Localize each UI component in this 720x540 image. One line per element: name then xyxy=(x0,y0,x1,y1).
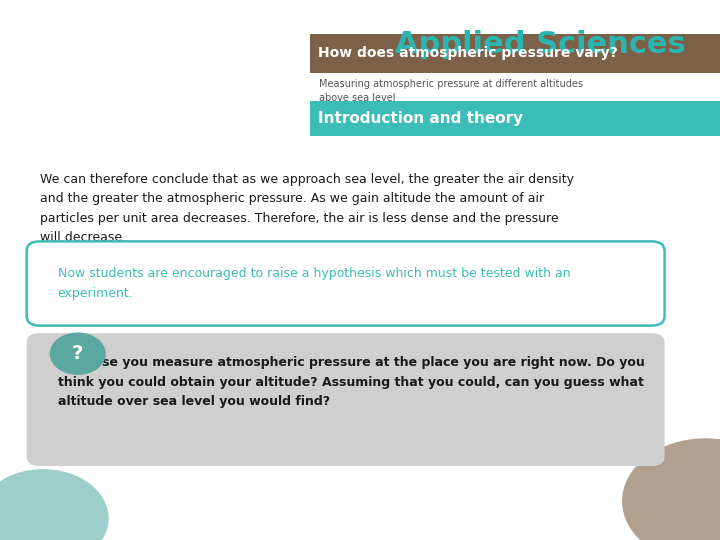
Circle shape xyxy=(623,439,720,540)
Circle shape xyxy=(50,333,105,374)
Text: Introduction and theory: Introduction and theory xyxy=(318,111,523,126)
FancyBboxPatch shape xyxy=(310,34,720,73)
Circle shape xyxy=(0,470,108,540)
Text: Suppose you measure atmospheric pressure at the place you are right now. Do you
: Suppose you measure atmospheric pressure… xyxy=(58,356,644,408)
FancyBboxPatch shape xyxy=(27,241,665,326)
FancyBboxPatch shape xyxy=(27,333,665,466)
Text: Now students are encouraged to raise a hypothesis which must be tested with an
e: Now students are encouraged to raise a h… xyxy=(58,267,570,300)
Text: Measuring atmospheric pressure at different altitudes
above sea level: Measuring atmospheric pressure at differ… xyxy=(319,79,583,103)
Text: Applied Sciences: Applied Sciences xyxy=(395,30,685,59)
FancyBboxPatch shape xyxy=(310,101,720,136)
Text: We can therefore conclude that as we approach sea level, the greater the air den: We can therefore conclude that as we app… xyxy=(40,173,574,244)
Text: ?: ? xyxy=(72,344,84,363)
Text: How does atmospheric pressure vary?: How does atmospheric pressure vary? xyxy=(318,46,618,60)
